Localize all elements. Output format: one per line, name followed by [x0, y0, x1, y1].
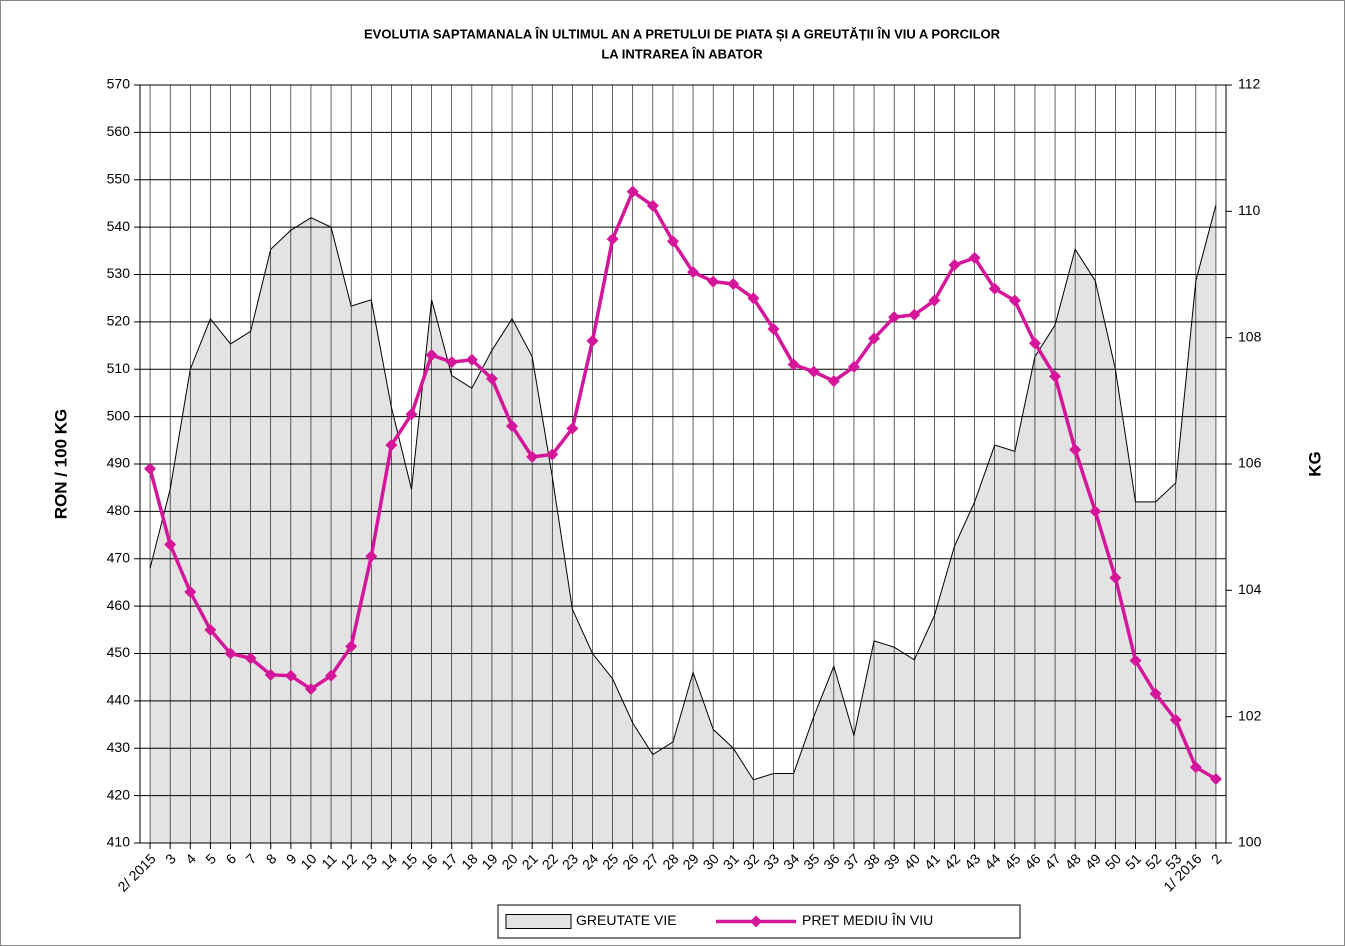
marker	[385, 439, 398, 452]
marker	[365, 550, 378, 563]
marker	[144, 462, 157, 475]
marker	[445, 356, 458, 369]
marker	[1089, 505, 1102, 518]
legend-swatch	[505, 914, 572, 929]
marker	[425, 349, 438, 362]
marker	[546, 448, 559, 461]
marker	[325, 669, 338, 682]
marker	[1169, 713, 1182, 726]
y-tick-label: 470	[107, 549, 131, 565]
marker	[244, 652, 257, 665]
marker	[767, 322, 780, 335]
y-tick-label: 410	[107, 834, 131, 850]
marker	[204, 623, 217, 636]
marker	[666, 235, 679, 248]
y-tick-label: 550	[107, 170, 131, 186]
y-tick-label: 570	[107, 76, 131, 92]
marker	[868, 332, 881, 345]
y2-tick-label: 112	[1238, 76, 1261, 92]
y-tick-label: 530	[107, 265, 131, 281]
marker	[908, 308, 921, 321]
marker	[988, 282, 1001, 295]
marker	[847, 360, 860, 373]
marker	[566, 422, 579, 435]
marker	[485, 372, 498, 385]
y2-tick-label: 100	[1238, 834, 1262, 850]
y-tick-label: 440	[107, 692, 131, 708]
marker	[727, 277, 740, 290]
chart-title: LA INTRAREA ÎN ABATOR	[601, 46, 763, 61]
marker	[1028, 337, 1041, 350]
marker	[526, 450, 539, 463]
y-tick-label: 450	[107, 644, 131, 660]
marker	[646, 199, 659, 212]
y-tick-label: 520	[107, 313, 131, 329]
y2-tick-label: 110	[1238, 202, 1261, 218]
y-tick-label: 560	[107, 123, 131, 139]
y2-tick-label: 108	[1238, 328, 1262, 344]
y-axis-title: RON / 100 KG	[51, 409, 70, 520]
legend-frame	[497, 904, 1021, 939]
legend-label: PRET MEDIU ÎN VIU	[802, 912, 933, 928]
marker	[827, 375, 840, 388]
marker	[626, 185, 639, 198]
marker	[506, 420, 519, 433]
plot-frame	[139, 84, 1227, 844]
y-tick-label: 540	[107, 218, 131, 234]
marker	[164, 538, 177, 551]
chart-title: EVOLUTIA SAPTAMANALA ÎN ULTIMUL AN A PRE…	[364, 26, 1001, 41]
marker	[747, 292, 760, 305]
marker	[1008, 294, 1021, 307]
marker	[787, 358, 800, 371]
marker	[948, 259, 961, 272]
y2-axis-title: KG	[1305, 451, 1324, 477]
marker	[1189, 761, 1202, 774]
marker	[606, 232, 619, 245]
legend-marker	[750, 915, 762, 928]
y2-tick-label: 104	[1238, 581, 1262, 597]
y2-tick-label: 106	[1238, 455, 1262, 471]
y-tick-label: 510	[107, 360, 131, 376]
y2-tick-label: 102	[1238, 707, 1262, 723]
marker	[1209, 773, 1222, 786]
marker	[1109, 571, 1122, 584]
marker	[687, 266, 700, 279]
marker	[264, 668, 277, 681]
y-tick-label: 420	[107, 786, 131, 802]
area	[150, 205, 1216, 843]
y-tick-label: 430	[107, 739, 131, 755]
marker	[1069, 443, 1082, 456]
marker	[304, 683, 317, 696]
y-tick-label: 480	[107, 502, 131, 518]
marker	[284, 669, 297, 682]
marker	[707, 275, 720, 288]
marker	[1129, 654, 1142, 667]
legend-label: GREUTATE VIE	[576, 912, 677, 928]
marker	[224, 647, 237, 660]
marker	[968, 251, 981, 264]
marker	[928, 294, 941, 307]
marker	[345, 640, 358, 653]
y-tick-label: 460	[107, 597, 131, 613]
marker	[184, 585, 197, 598]
marker	[1049, 370, 1062, 383]
y-tick-label: 490	[107, 455, 131, 471]
marker	[586, 334, 599, 347]
marker	[405, 408, 418, 421]
marker	[807, 365, 820, 378]
marker	[465, 353, 478, 366]
marker	[888, 311, 901, 324]
marker	[1149, 687, 1162, 700]
y-tick-label: 500	[107, 407, 131, 423]
